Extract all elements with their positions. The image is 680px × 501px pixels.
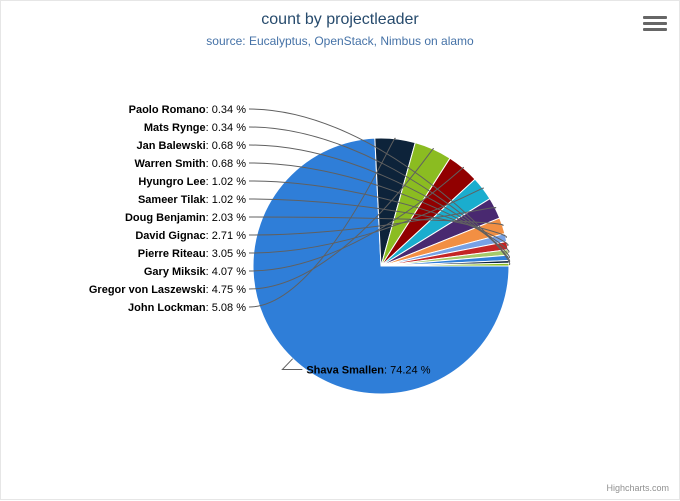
slice-label: Hyungro Lee: 1.02 %: [138, 176, 246, 188]
slice-label: Mats Rynge: 0.34 %: [144, 122, 246, 134]
slice-label: Warren Smith: 0.68 %: [135, 158, 247, 170]
slice-label: Gregor von Laszewski: 4.75 %: [89, 284, 246, 296]
slice-label: Jan Balewski: 0.68 %: [137, 140, 247, 152]
slice-label: Shava Smallen: 74.24 %: [306, 365, 430, 377]
chart-container: count by projectleader source: Eucalyptu…: [0, 0, 680, 500]
slice-label: John Lockman: 5.08 %: [128, 302, 246, 314]
credits-link[interactable]: Highcharts.com: [606, 483, 669, 493]
slice-label: Paolo Romano: 0.34 %: [129, 104, 247, 116]
slice-label: Sameer Tilak: 1.02 %: [138, 194, 246, 206]
slice-label: Pierre Riteau: 3.05 %: [138, 248, 246, 260]
pie-chart: Shava Smallen: 74.24 % John Lockman: 5.08…: [1, 1, 680, 501]
slice-label: Gary Miksik: 4.07 %: [144, 266, 246, 278]
slice-label: Doug Benjamin: 2.03 %: [125, 212, 246, 224]
slice-label: David Gignac: 2.71 %: [135, 230, 246, 242]
